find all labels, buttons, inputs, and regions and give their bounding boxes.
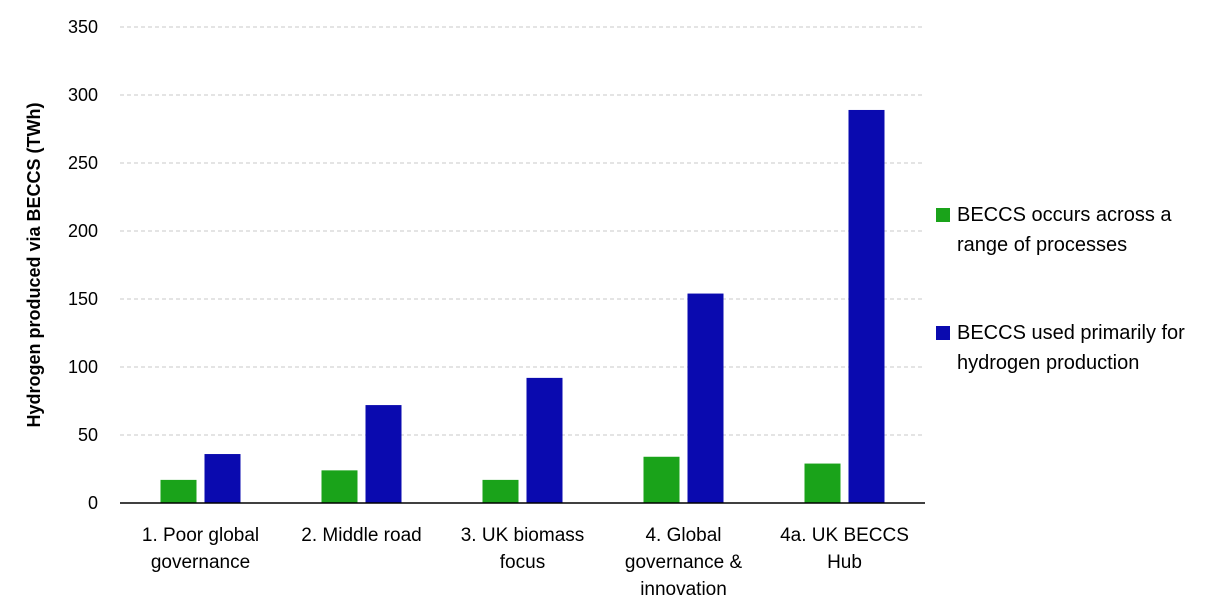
x-category-label: 4. Global governance & innovation (625, 525, 743, 600)
bar-range-of-processes (160, 479, 197, 503)
bar-range-of-processes (804, 463, 841, 503)
legend-item-range-of-processes: BECCS occurs across a range of processes (936, 200, 1223, 260)
bar-hydrogen-production (848, 109, 885, 504)
y-tick-label: 350 (68, 17, 98, 37)
x-axis-labels: 1. Poor global governance 2. Middle road 3.… (142, 525, 909, 600)
x-category-label: 4a. UK BECCS Hub (780, 525, 909, 573)
legend-swatch-green (936, 208, 950, 222)
y-tick-label: 300 (68, 85, 98, 105)
y-axis-ticks: 0 50 100 150 200 250 300 350 (68, 17, 98, 513)
gridlines (120, 26, 925, 436)
y-tick-label: 250 (68, 153, 98, 173)
bar-hydrogen-production (687, 293, 724, 503)
bar-hydrogen-production (365, 405, 402, 503)
bar-range-of-processes (482, 479, 519, 503)
legend-item-hydrogen-production: BECCS used primarily for hydrogen produc… (936, 318, 1223, 378)
bar-range-of-processes (321, 470, 358, 503)
legend-label: BECCS used primarily for hydrogen produc… (957, 322, 1185, 374)
bars (160, 109, 885, 504)
x-category-label: 2. Middle road (301, 525, 421, 546)
legend-swatch-blue (936, 326, 950, 340)
y-tick-label: 150 (68, 289, 98, 309)
legend-label: BECCS occurs across a range of processes (957, 204, 1172, 256)
legend: BECCS occurs across a range of processes… (936, 200, 1223, 436)
y-tick-label: 100 (68, 357, 98, 377)
bar-hydrogen-production (204, 454, 241, 503)
x-category-label: 1. Poor global governance (142, 525, 259, 573)
y-tick-label: 0 (88, 493, 98, 513)
x-category-label: 3. UK biomass focus (461, 525, 585, 573)
bar-hydrogen-production (526, 377, 563, 503)
bar-range-of-processes (643, 456, 680, 503)
y-tick-label: 200 (68, 221, 98, 241)
y-axis-label: Hydrogen produced via BECCS (TWh) (24, 102, 44, 427)
y-tick-label: 50 (78, 425, 98, 445)
